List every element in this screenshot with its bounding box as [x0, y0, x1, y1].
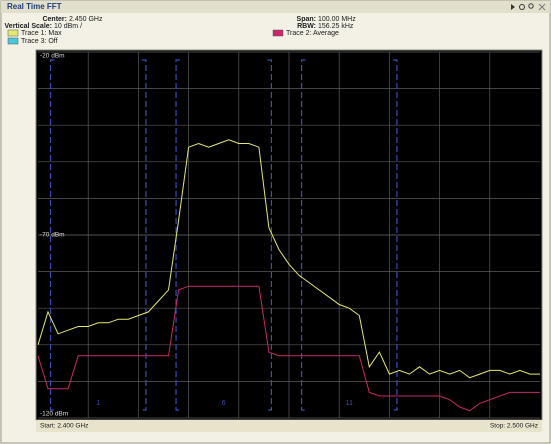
channel-bracket [300, 59, 306, 411]
legend-swatch[interactable] [272, 29, 284, 37]
play-icon[interactable] [511, 4, 515, 10]
info-value: 100.00 MHz [318, 16, 356, 23]
channel-bracket [267, 59, 273, 411]
window-title: Real Time FFT [7, 2, 62, 11]
trace-line [37, 139, 540, 379]
channel-bracket [141, 59, 147, 411]
help-icon[interactable] [519, 4, 525, 10]
info-value: 2.450 GHz [69, 16, 103, 23]
legend-label: Trace 1: Max [21, 30, 62, 37]
x-tick-label: Start: 2.400 GHz [40, 423, 88, 430]
info-label: Vertical Scale: [5, 23, 52, 30]
y-tick-label: -20 dBm [40, 53, 65, 60]
channel-bracket [175, 59, 181, 411]
zoom-icon[interactable] [528, 3, 534, 9]
channel-label: 6 [222, 400, 226, 407]
x-label-bar [36, 420, 542, 432]
info-value: 156.25 kHz [318, 23, 354, 30]
title-bar [1, 1, 550, 13]
channel-label: 11 [346, 400, 353, 407]
legend-label: Trace 2: Average [286, 30, 339, 37]
channel-bracket [392, 59, 398, 411]
legend-swatch[interactable] [7, 29, 19, 37]
info-label: Center: [42, 16, 67, 23]
trace-line [37, 285, 540, 412]
y-tick-label: -120 dBm [40, 411, 68, 418]
channel-label: 1 [96, 400, 100, 407]
y-tick-label: -70 dBm [40, 232, 65, 239]
close-icon[interactable] [538, 3, 546, 11]
channel-bracket [49, 59, 55, 411]
info-label: Span: [297, 16, 316, 23]
legend-swatch[interactable] [7, 37, 19, 45]
info-label: RBW: [297, 23, 316, 30]
window-controls[interactable] [511, 3, 546, 11]
x-tick-label: Stop: 2.500 GHz [490, 423, 538, 430]
info-value: 10 dBm / [54, 23, 82, 30]
legend-label: Trace 3: Off [21, 38, 58, 45]
